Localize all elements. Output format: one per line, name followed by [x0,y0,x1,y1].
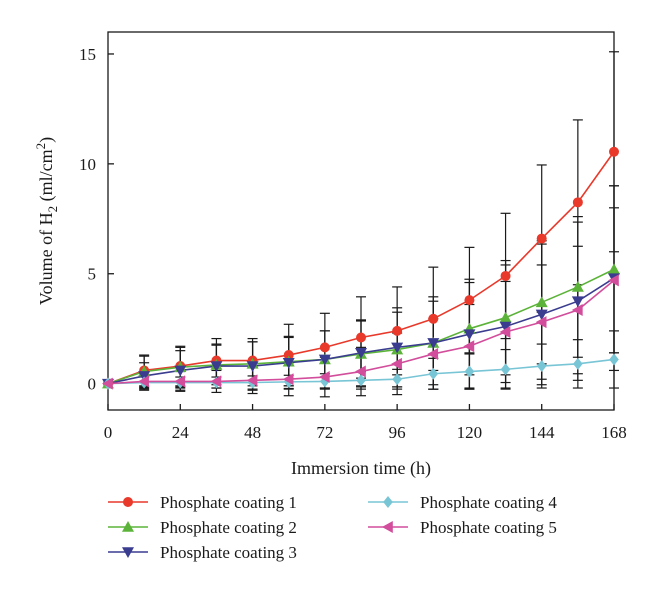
error-bars [139,51,619,398]
series-5-point [391,357,402,370]
legend-item-1: Phosphate coating 1 [108,493,297,512]
series-4-point [573,357,583,370]
y-axis-title-subscript: 2 [45,206,60,213]
series-markers [102,146,620,390]
y-axis: 0 5 10 15 [79,45,114,394]
x-tick-label: 168 [601,423,627,442]
series-5-point [608,274,619,287]
legend-marker [383,496,393,508]
series-4-point [464,365,475,378]
y-tick-label: 0 [88,375,97,394]
x-axis-title: Immersion time (h) [291,458,431,479]
series-5-point [210,375,222,388]
x-tick-label: 144 [529,423,555,442]
series-5-point [138,375,149,388]
legend-marker [382,521,393,533]
series-1-point [428,313,439,324]
y-axis-title-prefix: Volume of H [36,212,56,305]
series-3-point [246,361,259,373]
series-2-point [499,311,512,323]
x-tick-label: 72 [316,423,333,442]
series-1-point [500,270,511,281]
series-3-point [318,354,331,366]
legend-item-4: Phosphate coating 4 [368,493,557,512]
series-1-point [356,332,366,343]
y-axis-title-suffix: ) [36,137,57,143]
y-tick-label: 15 [79,45,96,64]
y-axis-title-superscript: 2 [33,143,48,150]
series-5-point [355,365,366,378]
x-tick-label: 24 [172,423,190,442]
series-5-point [102,377,113,390]
legend-marker [122,521,134,532]
axis-labels: Immersion time (h) Volume of H2 (ml/cm2) [33,137,431,479]
series-5-point [318,371,330,384]
series-3-point [463,329,476,341]
series-2-point [608,263,620,275]
series-3-point [571,296,584,308]
series-5-point [571,304,583,317]
series-1-point [536,233,547,244]
series-1-point [319,342,330,353]
series-5-point [535,316,547,329]
y-tick-label: 10 [79,155,96,174]
series-1-point [464,295,475,306]
series-5-point [246,374,258,387]
series-3-point [391,342,404,354]
series-4-point [428,367,439,380]
series-3-point [355,348,367,359]
series-1-point [392,325,403,336]
series-4-point [500,363,511,376]
legend-item-5: Phosphate coating 5 [368,518,557,537]
series-4-point [356,374,366,387]
series-3-point [210,361,223,373]
series-4-point [536,360,547,373]
series-1-point [283,350,294,361]
series-5-point [282,373,294,386]
series-5-point [499,325,511,338]
x-axis: 0 24 48 72 96 120 144 168 [104,404,627,442]
y-tick-label: 5 [88,265,97,284]
series-3-point [174,365,187,377]
series-1-point [572,197,583,208]
series-1-point [609,146,619,157]
legend-marker [123,497,133,507]
x-tick-label: 48 [244,423,261,442]
series-5-point [463,340,475,353]
series-5-point [174,375,186,388]
series-4-point [609,353,619,366]
legend-label: Phosphate coating 1 [160,493,297,512]
x-tick-label: 96 [389,423,406,442]
series-5-point [427,347,439,360]
legend-item-3: Phosphate coating 3 [108,543,297,562]
y-axis-title-middle: (ml/cm [36,149,57,206]
series-3-point [499,321,512,333]
x-tick-label: 0 [104,423,113,442]
legend-label: Phosphate coating 5 [420,518,557,537]
legend-item-2: Phosphate coating 2 [108,518,297,537]
series-3-point [535,309,548,321]
series-2-point [571,280,584,292]
legend: Phosphate coating 1 Phosphate coating 2 Ph… [108,493,557,562]
series-2-point [535,296,548,308]
series-3-point [427,338,440,349]
x-tick-label: 120 [457,423,483,442]
series-4-point [392,373,402,386]
series-3-point [282,357,295,369]
legend-label: Phosphate coating 4 [420,493,557,512]
legend-label: Phosphate coating 2 [160,518,297,537]
legend-label: Phosphate coating 3 [160,543,297,562]
y-axis-title: Volume of H2 (ml/cm2) [33,137,60,305]
legend-marker [122,547,134,558]
